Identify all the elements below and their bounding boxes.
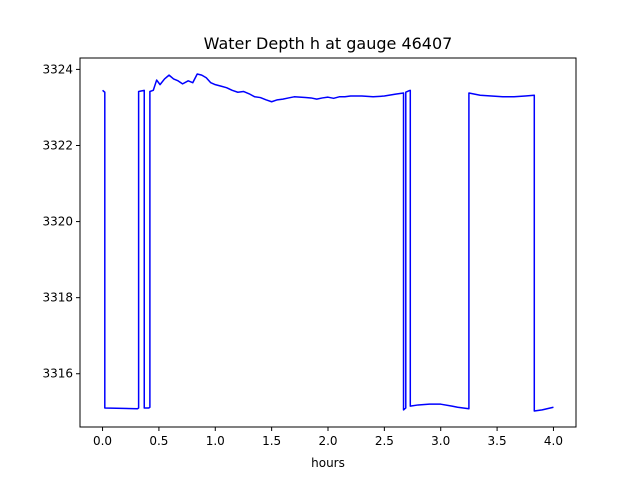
x-axis-label: hours [311,456,345,470]
y-tick-label: 3316 [42,367,73,381]
x-tick-label: 3.0 [431,434,450,448]
x-tick-label: 3.5 [488,434,507,448]
y-tick-label: 3324 [42,62,73,76]
x-tick-label: 0.5 [149,434,168,448]
y-tick-label: 3320 [42,215,73,229]
x-tick-label: 4.0 [544,434,563,448]
chart-title: Water Depth h at gauge 46407 [204,34,453,53]
y-tick-label: 3318 [42,291,73,305]
x-tick-label: 2.5 [375,434,394,448]
x-tick-label: 1.5 [262,434,281,448]
axes-frame [79,57,577,428]
y-axis: 3316 3318 3320 3322 3324 [42,62,80,381]
plot-area [102,73,554,412]
x-tick-label: 0.0 [93,434,112,448]
y-tick-label: 3322 [42,138,73,152]
x-axis: 0.0 0.5 1.0 1.5 2.0 2.5 3.0 3.5 4.0 [93,427,563,448]
x-tick-label: 2.0 [318,434,337,448]
series-line-0 [102,73,554,412]
x-tick-label: 1.0 [206,434,225,448]
